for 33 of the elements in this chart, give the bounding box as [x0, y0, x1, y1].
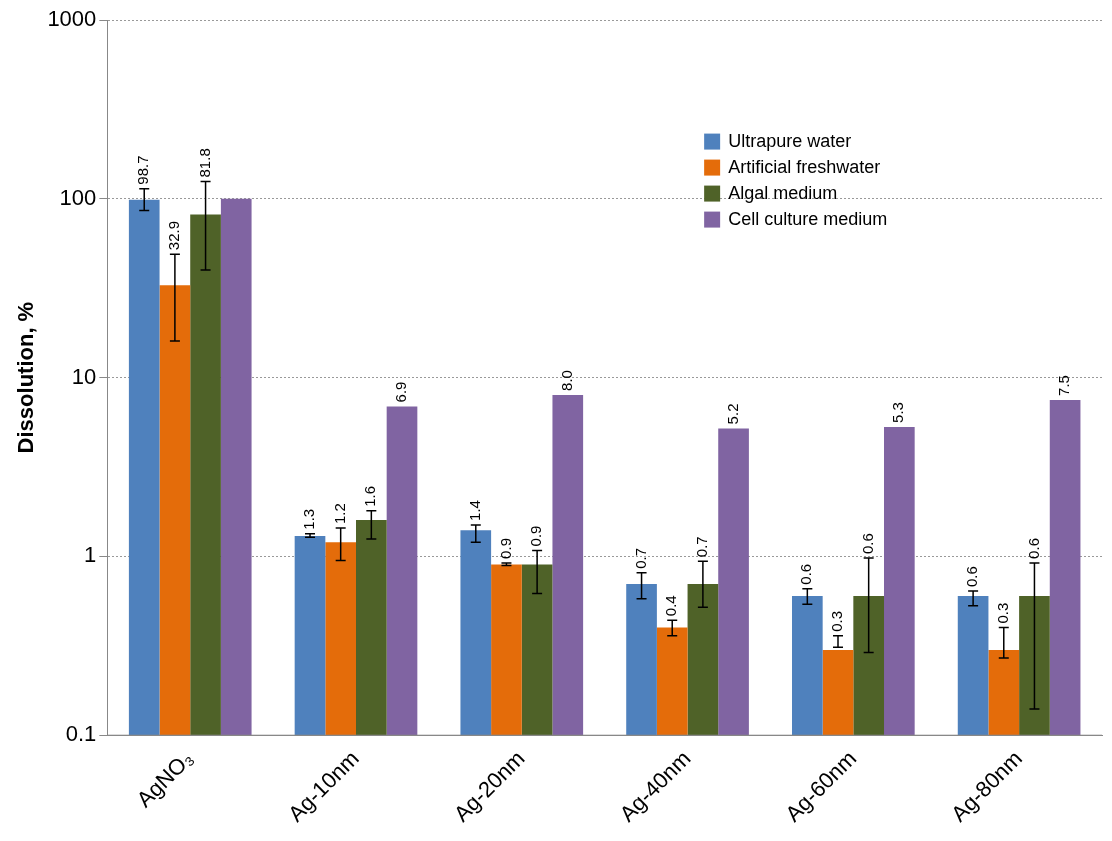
- data-label: 6.9: [392, 381, 410, 403]
- data-label: 0.7: [693, 536, 711, 558]
- data-label: 7.5: [1055, 375, 1073, 396]
- data-label: 1.6: [361, 485, 379, 507]
- y-tick-label: 100: [59, 184, 97, 210]
- data-label: 0.6: [858, 533, 876, 554]
- y-axis-title: Dissolution, %: [13, 301, 39, 454]
- data-label: 0.6: [963, 566, 981, 588]
- data-label: 81.8: [195, 148, 213, 178]
- data-label: 5.2: [723, 403, 741, 425]
- data-label: 0.7: [631, 547, 649, 569]
- data-label: 0.6: [1024, 538, 1042, 559]
- legend-label: Ultrapure water: [728, 130, 852, 151]
- data-label: 98.7: [134, 155, 152, 185]
- data-label: 0.6: [797, 563, 815, 585]
- legend-label: Cell culture medium: [728, 208, 888, 229]
- data-label: 1.3: [300, 508, 318, 530]
- data-label: 1.4: [465, 500, 483, 521]
- data-label: 5.3: [889, 402, 907, 423]
- data-label: 8.0: [557, 370, 575, 391]
- data-label: 0.3: [828, 610, 846, 632]
- data-label: 1.2: [330, 503, 348, 525]
- data-label: 0.9: [527, 525, 545, 547]
- data-label: 32.9: [165, 220, 183, 251]
- y-tick-label: 10: [71, 363, 97, 389]
- legend-label: Artificial freshwater: [728, 156, 881, 177]
- data-label: 0.3: [993, 602, 1011, 624]
- y-tick-label: 0.1: [65, 721, 97, 747]
- y-tick-label: 1: [84, 542, 97, 568]
- y-tick-label: 1000: [47, 6, 97, 32]
- data-label: 0.4: [662, 595, 680, 617]
- data-label: 0.9: [496, 538, 514, 559]
- legend-label: Algal medium: [728, 182, 838, 203]
